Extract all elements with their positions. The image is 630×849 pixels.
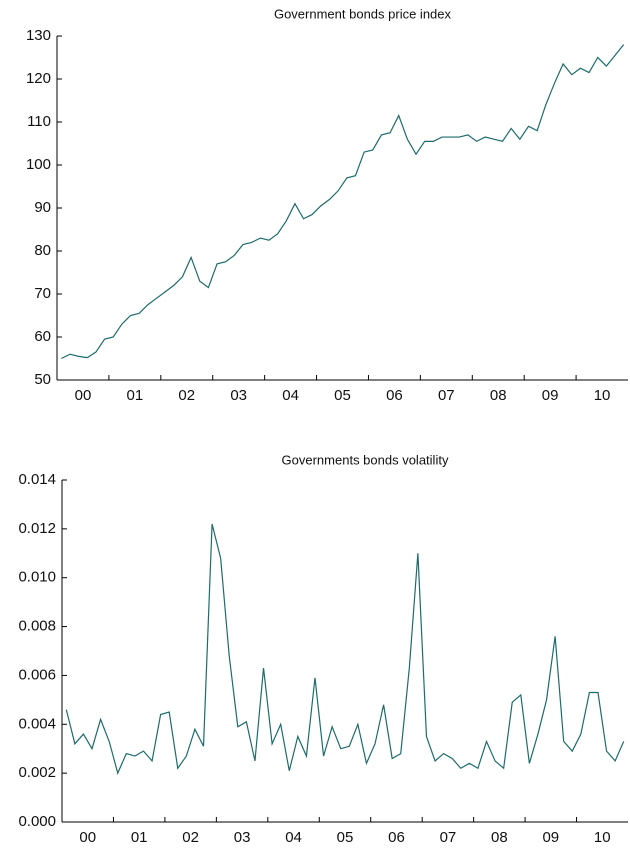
data-line xyxy=(65,523,625,775)
y-tick-label: 0.012 xyxy=(18,520,56,537)
y-tick-label: 50 xyxy=(34,371,51,388)
y-tick-label: 70 xyxy=(34,285,51,302)
x-tick-label: 06 xyxy=(386,387,403,404)
x-tick-label: 03 xyxy=(230,387,247,404)
x-tick-label: 01 xyxy=(127,387,144,404)
x-tick-label: 10 xyxy=(594,387,611,404)
x-tick-label: 07 xyxy=(438,387,455,404)
x-tick-label: 08 xyxy=(490,387,507,404)
x-tick-label: 10 xyxy=(594,829,611,846)
x-tick-label: 09 xyxy=(542,387,559,404)
y-tick-label: 100 xyxy=(26,156,51,173)
y-tick-label: 0.014 xyxy=(18,471,56,488)
x-tick-label: 00 xyxy=(75,387,92,404)
y-tick-label: 110 xyxy=(27,113,51,130)
x-tick-label: 02 xyxy=(182,829,199,846)
x-tick-label: 04 xyxy=(285,829,302,846)
chart-title: Governments bonds volatility xyxy=(282,452,449,467)
x-tick-label: 09 xyxy=(542,829,559,846)
x-tick-label: 05 xyxy=(334,387,351,404)
x-tick-label: 07 xyxy=(440,829,457,846)
x-tick-label: 01 xyxy=(131,829,148,846)
y-tick-label: 0.010 xyxy=(18,569,56,586)
chart-title: Government bonds price index xyxy=(274,6,452,21)
x-tick-label: 06 xyxy=(388,829,405,846)
x-tick-label: 03 xyxy=(234,829,251,846)
y-tick-label: 130 xyxy=(26,27,51,44)
y-tick-label: 80 xyxy=(34,242,51,259)
x-tick-label: 00 xyxy=(79,829,96,846)
y-tick-label: 0.006 xyxy=(18,666,56,683)
y-tick-label: 0.000 xyxy=(18,813,56,830)
x-tick-label: 02 xyxy=(178,387,195,404)
x-tick-label: 05 xyxy=(337,829,354,846)
y-tick-label: 0.008 xyxy=(18,618,56,635)
y-tick-label: 0.004 xyxy=(18,715,56,732)
x-tick-label: 08 xyxy=(491,829,508,846)
data-line xyxy=(61,44,625,360)
y-tick-label: 0.002 xyxy=(18,764,56,781)
y-tick-label: 120 xyxy=(26,70,51,87)
y-tick-label: 90 xyxy=(34,199,51,216)
x-tick-label: 04 xyxy=(282,387,299,404)
y-tick-label: 60 xyxy=(34,328,51,345)
